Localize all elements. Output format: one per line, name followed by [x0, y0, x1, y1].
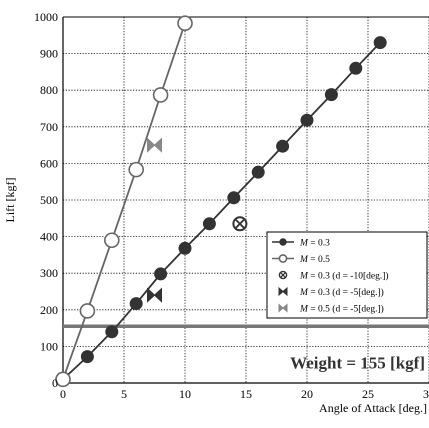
weight-reference: Weight = 155 [kgf] — [63, 324, 429, 372]
y-tick-label: 400 — [40, 230, 58, 244]
tick-labels: 0510152025300100200300400500600700800900… — [34, 10, 429, 401]
y-tick-label: 200 — [40, 303, 58, 317]
x-tick-label: 10 — [179, 387, 191, 401]
data-point — [178, 241, 192, 255]
data-point — [152, 87, 169, 103]
data-point — [324, 88, 338, 102]
series-3 — [147, 287, 162, 303]
data-point — [349, 61, 363, 75]
y-tick-label: 0 — [52, 376, 58, 390]
legend-label-rest: = 0.3 (d = -10[deg.]) — [308, 271, 389, 282]
data-point — [128, 161, 144, 178]
data-point — [276, 139, 290, 153]
legend-marker — [279, 238, 287, 246]
legend-label: M = 0.3 — [299, 239, 330, 249]
legend-marker — [278, 286, 288, 297]
x-tick-label: 30 — [423, 387, 429, 401]
grid — [63, 16, 429, 383]
data-point — [105, 325, 119, 339]
series-2 — [232, 216, 248, 232]
y-tick-label: 700 — [40, 120, 58, 134]
legend-entry: M = 0.3 — [272, 238, 330, 249]
data-point — [373, 36, 387, 50]
legend-label-rest: = 0.3 (d = -5[deg.]) — [308, 287, 384, 298]
legend-label: M = 0.3 (d = -10[deg.]) — [299, 271, 389, 282]
crossed-circle-stroke — [235, 219, 245, 229]
y-tick-label: 100 — [40, 339, 58, 353]
data-point — [154, 267, 168, 281]
data-point — [129, 297, 143, 311]
legend-label-m: M — [299, 255, 309, 265]
y-tick-label: 800 — [40, 83, 58, 97]
legend-box — [266, 231, 428, 319]
x-tick-label: 15 — [240, 387, 252, 401]
y-axis-label: Lift [kgf] — [3, 178, 17, 223]
crossed-circle-stroke — [280, 272, 286, 278]
legend-entry: M = 0.3 (d = -5[deg.]) — [278, 286, 384, 298]
y-tick-label: 600 — [40, 156, 58, 170]
axis-labels: Angle of Attack [deg.] Lift [kgf] — [3, 178, 427, 415]
data-series — [55, 15, 387, 388]
series-0 — [56, 36, 387, 386]
data-point — [147, 287, 162, 303]
legend-label-rest: = 0.3 — [308, 239, 330, 249]
legend-label-m: M — [299, 305, 309, 315]
y-tick-label: 300 — [40, 266, 58, 280]
legend-label-m: M — [299, 288, 309, 298]
data-point — [79, 303, 96, 319]
y-tick-label: 1000 — [34, 10, 58, 24]
y-tick-label: 900 — [40, 47, 58, 61]
x-tick-label: 20 — [301, 387, 313, 401]
data-point — [232, 216, 248, 232]
legend-entry: M = 0.5 (d = -5[deg.]) — [278, 303, 384, 315]
legend-marker — [278, 254, 288, 263]
data-point — [251, 165, 265, 179]
y-tick-label: 500 — [40, 193, 58, 207]
legend: M = 0.3M = 0.5M = 0.3 (d = -10[deg.])M =… — [266, 231, 428, 319]
legend-label-rest: = 0.5 (d = -5[deg.]) — [308, 304, 384, 315]
legend-entry: M = 0.5 — [272, 254, 330, 265]
data-point — [104, 232, 120, 249]
series-4 — [147, 137, 162, 153]
legend-marker — [278, 270, 288, 280]
data-point — [55, 371, 71, 388]
legend-entry: M = 0.3 (d = -10[deg.]) — [278, 270, 389, 282]
series-line — [62, 22, 186, 380]
x-tick-label: 0 — [60, 387, 66, 401]
data-point — [80, 350, 94, 364]
legend-label-m: M — [299, 239, 309, 249]
legend-marker — [278, 303, 288, 313]
legend-label-rest: = 0.5 — [308, 255, 330, 265]
x-tick-label: 25 — [362, 387, 374, 401]
axes — [62, 16, 429, 384]
legend-label: M = 0.3 (d = -5[deg.]) — [299, 287, 384, 298]
data-point — [147, 137, 162, 153]
series-1 — [55, 15, 193, 388]
data-point — [300, 113, 314, 127]
x-tick-label: 5 — [121, 387, 127, 401]
data-point — [177, 15, 193, 32]
data-point — [227, 191, 241, 205]
legend-label: M = 0.5 — [299, 255, 330, 265]
weight-label: Weight = 155 [kgf] — [290, 353, 425, 372]
legend-label-m: M — [299, 272, 309, 282]
data-point — [202, 217, 216, 231]
x-axis-label: Angle of Attack [deg.] — [319, 401, 427, 415]
legend-label: M = 0.5 (d = -5[deg.]) — [299, 304, 384, 315]
